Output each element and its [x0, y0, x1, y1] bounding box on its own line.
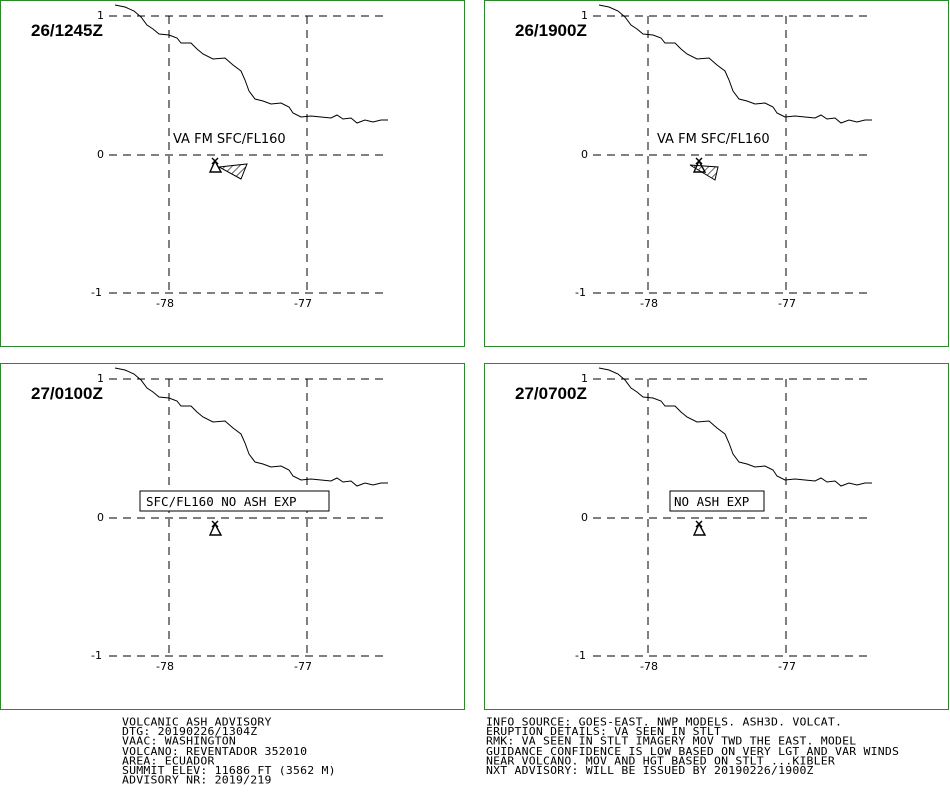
x-tick-label: -78 — [156, 660, 174, 673]
map-svg-3: 1 0 -1 -78 -77 27/0100Z SFC/FL160 NO ASH… — [31, 367, 388, 673]
gridlines — [109, 15, 387, 294]
coastline — [598, 367, 872, 487]
volcano-triangle-icon — [208, 520, 223, 536]
y-tick-label: 1 — [97, 9, 104, 22]
y-tick-label: 1 — [97, 372, 104, 385]
coastline — [114, 4, 388, 124]
map-panel-1: 1 0 -1 -78 -77 26/1245Z VA FM SFC/FL160 — [0, 0, 465, 347]
y-tick-label: -1 — [575, 649, 586, 662]
x-tick-label: -78 — [640, 660, 658, 673]
advisory-line: ERUPTION DETAILS: VA SEEN IN STLT — [486, 724, 722, 739]
y-tick-label: 1 — [581, 372, 588, 385]
no-ash-label: NO ASH EXP — [674, 494, 749, 509]
y-tick-label: 0 — [97, 511, 104, 524]
map-svg-1: 1 0 -1 -78 -77 26/1245Z VA FM SFC/FL160 — [31, 4, 388, 310]
map-panel-3: 1 0 -1 -78 -77 27/0100Z SFC/FL160 NO ASH… — [0, 363, 465, 710]
coastline — [114, 367, 388, 487]
x-tick-label: -77 — [294, 297, 312, 310]
y-tick-label: -1 — [91, 286, 102, 299]
advisory-line: VAAC: WASHINGTON — [122, 734, 236, 748]
advisory-line: NEAR VOLCANO. MOV AND HGT BASED ON STLT … — [486, 753, 836, 768]
volcano-triangle-icon — [208, 157, 223, 173]
map-svg-2: 1 0 -1 -78 -77 26/1900Z VA FM SFC/FL160 — [515, 4, 872, 310]
x-tick-label: -78 — [156, 297, 174, 310]
advisory-line: INFO SOURCE: GOES-EAST. NWP MODELS. ASH3… — [486, 715, 843, 729]
map-svg-4: 1 0 -1 -78 -77 27/0700Z NO ASH EXP — [515, 367, 872, 673]
gridlines — [593, 378, 871, 657]
volcano-triangle-icon — [692, 520, 707, 536]
advisory-line: NXT ADVISORY: WILL BE ISSUED BY 20190226… — [486, 763, 814, 777]
panel-time-title: 27/0100Z — [31, 384, 103, 403]
x-tick-label: -77 — [294, 660, 312, 673]
panel-time-title: 26/1900Z — [515, 21, 587, 40]
x-tick-label: -77 — [778, 297, 796, 310]
y-tick-label: 0 — [581, 511, 588, 524]
advisory-line: DTG: 20190226/1304Z — [122, 724, 258, 739]
advisory-line: ADVISORY NR: 2019/219 — [122, 773, 272, 787]
label-box — [669, 490, 765, 512]
advisory-line: GUIDANCE CONFIDENCE IS LOW BASED ON VERY… — [486, 744, 900, 758]
y-tick-label: -1 — [575, 286, 586, 299]
no-ash-label: SFC/FL160 NO ASH EXP — [146, 494, 297, 509]
label-box — [139, 490, 330, 512]
y-tick-label: 1 — [581, 9, 588, 22]
y-tick-label: 0 — [97, 148, 104, 161]
panel-time-title: 26/1245Z — [31, 21, 103, 40]
ash-height-label: VA FM SFC/FL160 — [657, 132, 770, 147]
panel-time-title: 27/0700Z — [515, 384, 587, 403]
gridlines — [109, 378, 387, 657]
y-tick-label: -1 — [91, 649, 102, 662]
x-tick-label: -77 — [778, 660, 796, 673]
advisory-line: VOLCANIC ASH ADVISORY — [122, 715, 272, 729]
coastline — [598, 4, 872, 124]
advisory-line: SUMMIT ELEV: 11686 FT (3562 M) — [122, 763, 336, 777]
advisory-line: VOLCANO: REVENTADOR 352010 — [122, 744, 308, 758]
map-panel-2: 1 0 -1 -78 -77 26/1900Z VA FM SFC/FL160 — [484, 0, 949, 347]
map-panel-4: 1 0 -1 -78 -77 27/0700Z NO ASH EXP — [484, 363, 949, 710]
advisory-remarks-block: INFO SOURCE: GOES-EAST. NWP MODELS. ASH3… — [486, 715, 900, 777]
gridlines — [593, 15, 871, 294]
x-tick-label: -78 — [640, 297, 658, 310]
advisory-header-block: VOLCANIC ASH ADVISORY DTG: 20190226/1304… — [122, 715, 336, 787]
y-tick-label: 0 — [581, 148, 588, 161]
advisory-line: RMK: VA SEEN IN STLT IMAGERY MOV TWD THE… — [486, 734, 857, 748]
ash-cloud-polygon — [217, 163, 248, 180]
ash-height-label: VA FM SFC/FL160 — [173, 132, 286, 147]
volcano-triangle-icon — [692, 157, 707, 173]
advisory-line: AREA: ECUADOR — [122, 753, 215, 768]
